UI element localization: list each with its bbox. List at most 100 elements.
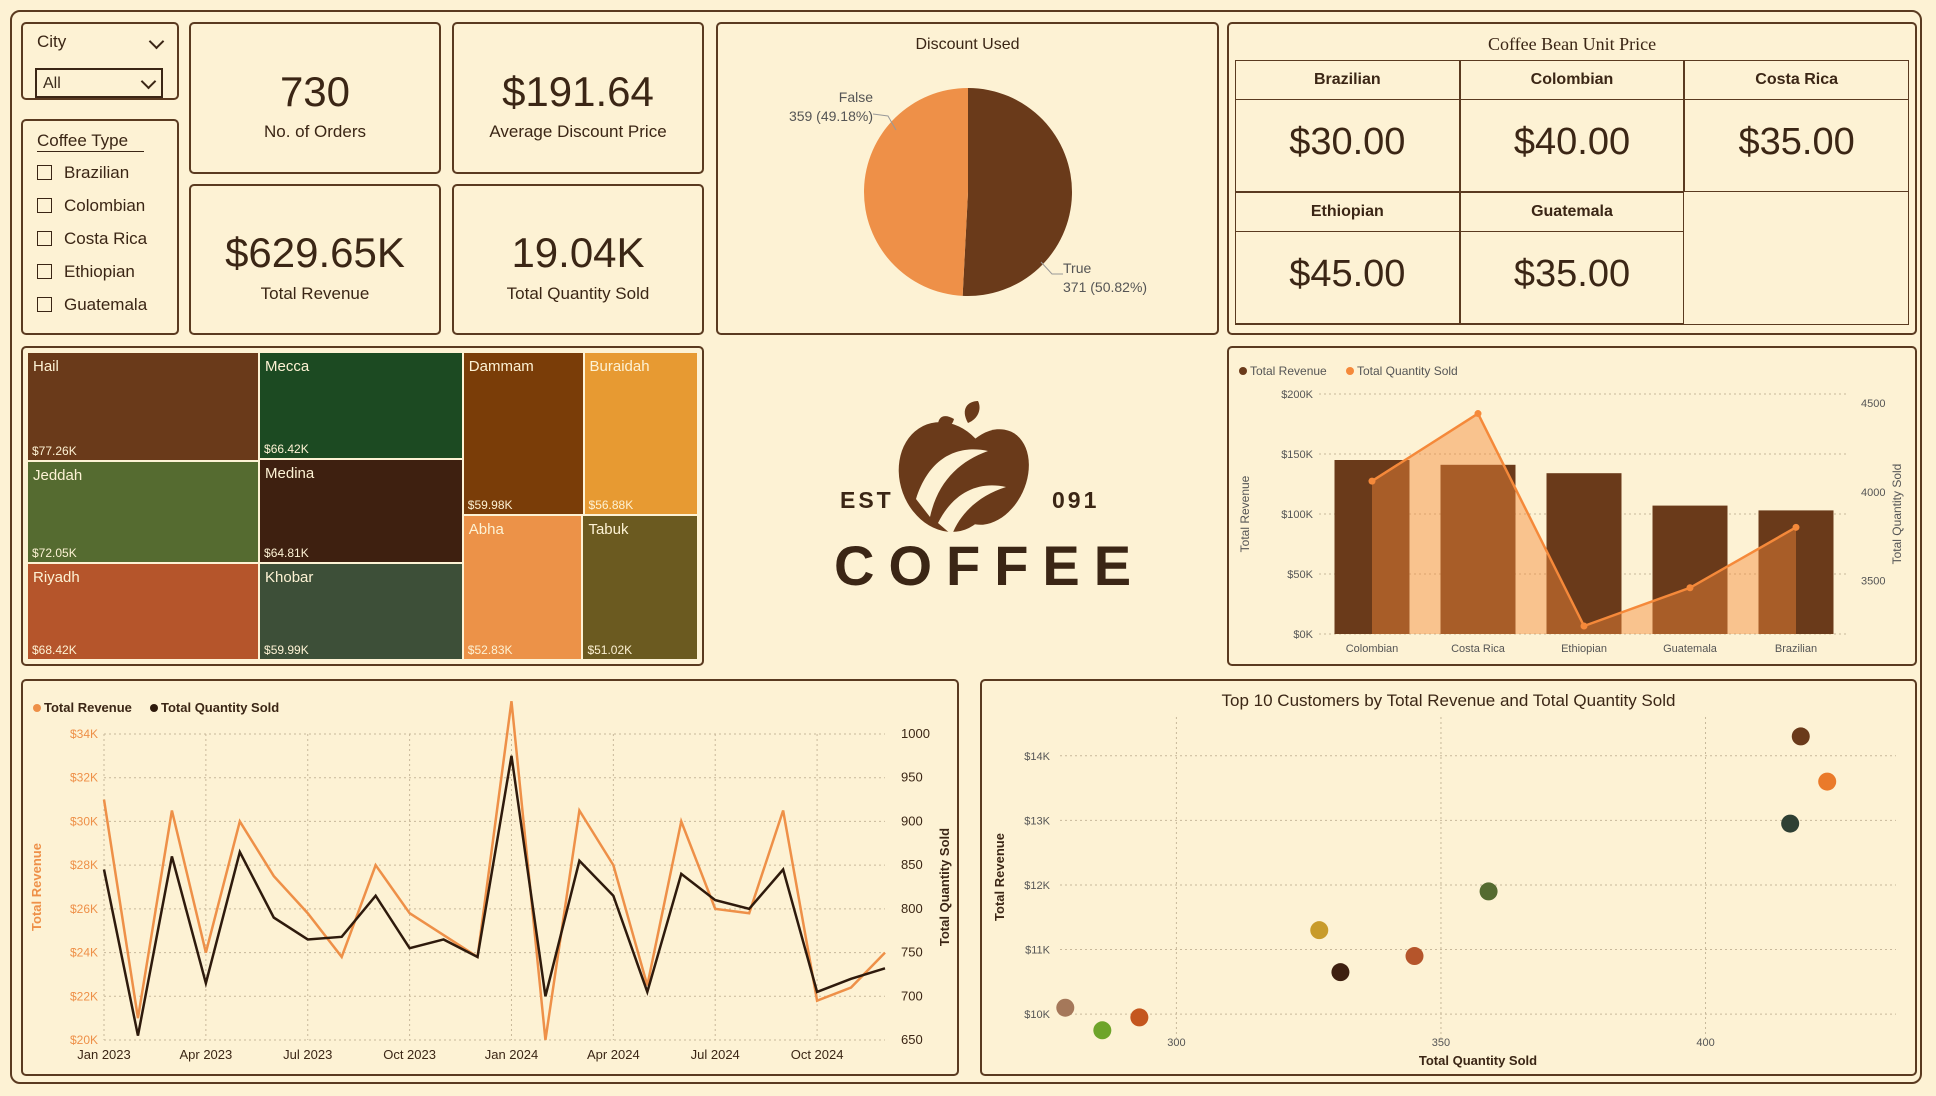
y2-tick-label: 950 (901, 770, 923, 785)
pie-label-true: True (1063, 260, 1091, 276)
y-tick-label: $32K (70, 771, 98, 785)
y-tick-label: $100K (1281, 509, 1313, 521)
legend-label: Total Quantity Sold (1357, 364, 1458, 378)
customer-point (1781, 814, 1800, 833)
x-tick-label: Jul 2023 (283, 1047, 332, 1062)
quantity-point (1368, 477, 1376, 485)
treemap-tile-riyadh[interactable]: Riyadh $68.42K (27, 563, 260, 660)
treemap-tile-abha[interactable]: Abha $52.83K (462, 515, 583, 660)
top-customers-scatter-chart: 300 350 400 $10K $11K $12K $13K $14K Total Quant… (992, 717, 1896, 1068)
legend-marker (150, 704, 158, 712)
treemap-tile-tabuk[interactable]: Tabuk $51.02K (582, 515, 698, 660)
logo-number-text: 091 (1052, 487, 1100, 513)
customer-point (1331, 963, 1350, 982)
quantity-line (102, 755, 886, 1036)
treemap-tile-khobar[interactable]: Khobar $59.99K (259, 563, 463, 660)
y-tick-label: $14K (1024, 751, 1050, 763)
unit-price-title: Coffee Bean Unit Price (1487, 34, 1657, 54)
city-dropdown-value: All (43, 75, 61, 92)
chevron-down-icon[interactable] (148, 33, 165, 50)
coffee-bean-logo-icon (898, 401, 1029, 535)
y-tick-label: $150K (1281, 449, 1313, 461)
treemap-tile-value: $68.42K (32, 642, 77, 657)
treemap-tile-jeddah[interactable]: Jeddah $72.05K (27, 461, 260, 564)
legend-marker (1239, 367, 1247, 375)
coffee-type-combo-panel: Total Revenue Total Quantity Sold $0K $50K $… (1227, 346, 1917, 666)
checkbox[interactable] (37, 165, 52, 180)
y2-tick-label: 850 (901, 857, 923, 872)
y2-tick-label: 800 (901, 901, 923, 916)
legend-marker (33, 704, 41, 712)
price-cell-header: Ethiopian (1236, 193, 1459, 232)
treemap-tile-value: $56.88K (588, 498, 634, 513)
y-tick-label: $28K (70, 858, 98, 872)
y-tick-label: $20K (70, 1033, 98, 1047)
y-tick-label: $22K (70, 989, 98, 1003)
x-tick-label: 400 (1696, 1037, 1714, 1049)
kpi-avg-discount-card: $191.64 Average Discount Price (452, 22, 704, 174)
price-cell-value: $40.00 (1513, 121, 1631, 163)
customer-point (1405, 947, 1424, 966)
revenue-bar (1334, 460, 1410, 634)
checkbox[interactable] (37, 198, 52, 213)
discount-pie-panel: Discount Used False 359 (49.18%) True 371 (… (716, 22, 1219, 335)
city-slicer: City All (21, 22, 179, 100)
price-cell-value: $35.00 (1738, 121, 1855, 163)
treemap-tile-value: $52.83K (467, 642, 513, 657)
treemap-tile-name: Medina (265, 464, 315, 482)
kpi-label: Average Discount Price (489, 122, 667, 141)
price-cell: Costa Rica $35.00 (1684, 60, 1909, 192)
y-tick-label: $24K (70, 946, 98, 960)
treemap-tile-medina[interactable]: Medina $64.81K (259, 458, 463, 564)
treemap-tile-name: Riyadh (33, 569, 80, 587)
customer-point (1130, 1008, 1149, 1027)
checkbox[interactable] (37, 297, 52, 312)
treemap-tile-name: Khobar (265, 569, 314, 587)
x-tick-label: Apr 2024 (587, 1047, 640, 1062)
monthly-trend-panel: Total Revenue Total Quantity Sold $20K $22K… (21, 679, 959, 1076)
treemap-tile-dammam[interactable]: Dammam $59.98K (462, 352, 584, 516)
price-cell-value: $30.00 (1289, 121, 1406, 163)
checkbox[interactable] (37, 264, 52, 279)
price-cell-header: Brazilian (1236, 61, 1459, 100)
checkbox[interactable] (37, 231, 52, 246)
revenue-bar (1546, 473, 1622, 634)
treemap-tile-name: Dammam (468, 358, 534, 375)
x-tick-label: Ethiopian (1561, 643, 1607, 655)
treemap-tile-value: $59.98K (467, 498, 513, 513)
treemap-tile-name: Buraidah (589, 358, 650, 375)
city-dropdown[interactable]: All (35, 68, 163, 98)
y2-tick-label: 750 (901, 945, 923, 960)
customer-point (1310, 921, 1329, 940)
legend-label: Total Revenue (1250, 364, 1327, 378)
treemap-tile-hail[interactable]: Hail $77.26K (27, 352, 260, 462)
y2-tick-label: 4500 (1861, 398, 1885, 410)
scatter-title: Top 10 Customers by Total Revenue and To… (1221, 691, 1676, 710)
x-axis-title: Total Quantity Sold (1419, 1053, 1537, 1068)
x-tick-label: Colombian (1346, 643, 1399, 655)
y2-tick-label: 650 (901, 1032, 923, 1047)
quantity-point (1580, 622, 1588, 630)
pie-leader-line (1040, 261, 1063, 275)
pie-slice-false (863, 88, 968, 296)
x-tick-label: Jan 2023 (77, 1047, 131, 1062)
city-slicer-title: City (37, 32, 67, 51)
kpi-label: Total Quantity Sold (506, 284, 650, 303)
pie-value-true: 371 (50.82%) (1063, 279, 1147, 295)
price-cell-header: Colombian (1460, 61, 1684, 100)
y2-axis-title: Total Quantity Sold (1890, 464, 1904, 565)
y-tick-label: $0K (1293, 629, 1313, 641)
price-cell-header: Costa Rica (1685, 61, 1908, 100)
y-tick-label: $50K (1287, 569, 1313, 581)
treemap-tile-mecca[interactable]: Mecca $66.42K (259, 352, 463, 459)
price-cell: Colombian $40.00 (1459, 60, 1685, 192)
kpi-value: $629.65K (225, 229, 405, 276)
treemap-tile-value: $59.99K (264, 642, 309, 657)
treemap-tile-buraidah[interactable]: Buraidah $56.88K (583, 352, 698, 516)
legend-label: Total Revenue (44, 700, 132, 715)
y-axis-title: Total Revenue (992, 833, 1007, 921)
x-tick-label: Apr 2023 (179, 1047, 232, 1062)
pie-title: Discount Used (915, 36, 1020, 53)
price-cell-value: $45.00 (1289, 253, 1406, 295)
revenue-line (102, 701, 886, 1041)
